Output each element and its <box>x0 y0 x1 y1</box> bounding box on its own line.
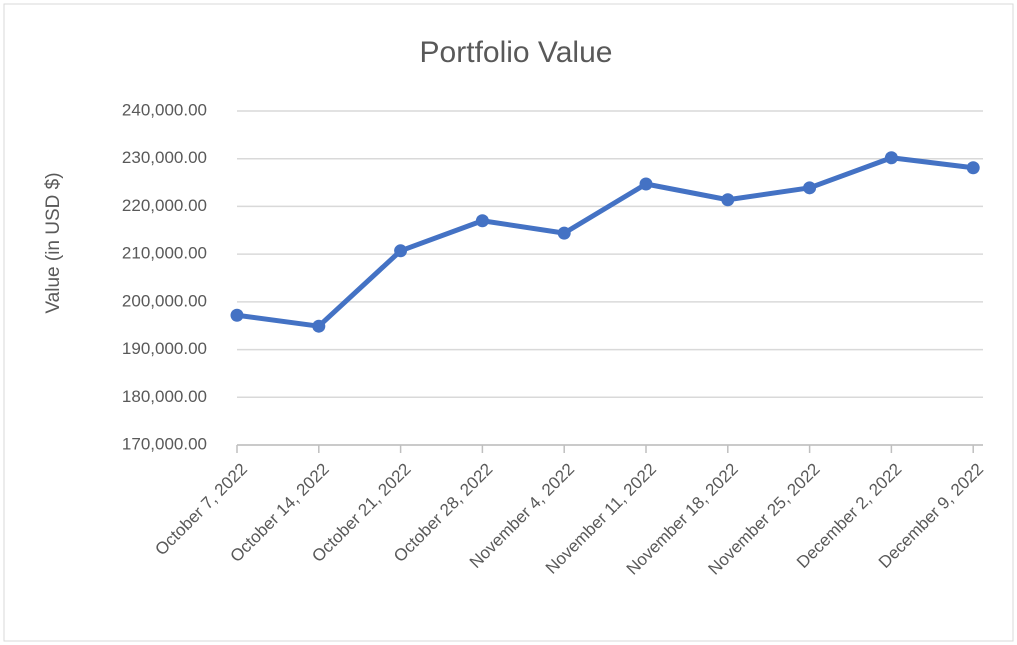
point-marker <box>803 181 817 195</box>
point-marker <box>394 244 408 258</box>
point-marker <box>475 214 489 228</box>
point-marker <box>966 161 980 175</box>
point-marker <box>230 308 244 322</box>
point-marker <box>639 177 653 191</box>
point-marker <box>312 319 326 333</box>
y-tick-label: 230,000.00 <box>122 148 207 167</box>
y-tick-label: 170,000.00 <box>122 434 207 453</box>
point-marker <box>884 151 898 165</box>
series-line <box>236 155 974 329</box>
y-tick-label: 180,000.00 <box>122 387 207 406</box>
y-tick-label: 220,000.00 <box>122 196 207 215</box>
chart-title: Portfolio Value <box>420 36 613 69</box>
y-tick-label: 210,000.00 <box>122 244 207 263</box>
y-tick-label: 240,000.00 <box>122 100 207 119</box>
chart-frame <box>3 3 1014 642</box>
y-tick-label: 190,000.00 <box>122 339 207 358</box>
y-axis-title: Value (in USD $) <box>43 172 64 313</box>
y-tick-label: 200,000.00 <box>122 291 207 310</box>
point-marker <box>721 193 735 207</box>
point-marker <box>557 226 571 240</box>
